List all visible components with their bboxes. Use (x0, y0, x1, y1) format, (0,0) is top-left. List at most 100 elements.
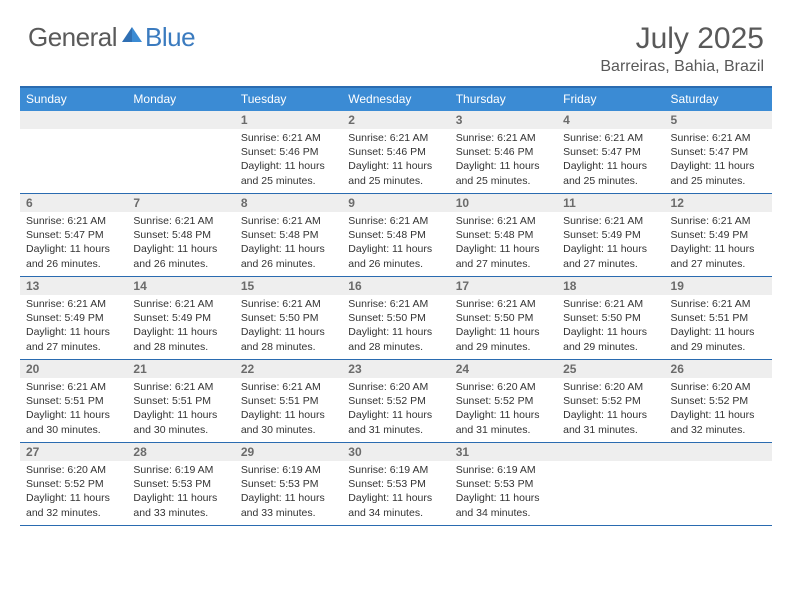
week-row: 27 Sunrise: 6:20 AMSunset: 5:52 PMDayligh… (20, 443, 772, 526)
day-line: Sunset: 5:51 PM (241, 394, 338, 408)
title-block: July 2025 Barreiras, Bahia, Brazil (600, 22, 764, 76)
day-line: Sunset: 5:46 PM (241, 145, 338, 159)
day-line: Sunrise: 6:19 AM (241, 463, 338, 477)
day-cell: 15Sunrise: 6:21 AMSunset: 5:50 PMDayligh… (235, 277, 342, 359)
day-body (127, 129, 234, 189)
day-body: Sunrise: 6:21 AMSunset: 5:49 PMDaylight:… (557, 212, 664, 275)
day-line: Daylight: 11 hours and 26 minutes. (26, 242, 123, 270)
day-number: 3 (450, 113, 463, 127)
day-body: Sunrise: 6:20 AMSunset: 5:52 PMDaylight:… (20, 461, 127, 524)
day-line: Daylight: 11 hours and 25 minutes. (241, 159, 338, 187)
day-line: Sunset: 5:47 PM (26, 228, 123, 242)
day-number: 26 (665, 362, 684, 376)
day-number: 17 (450, 279, 469, 293)
day-cell (127, 111, 234, 193)
day-line: Sunset: 5:52 PM (348, 394, 445, 408)
day-number-row (20, 111, 127, 129)
day-number: 1 (235, 113, 248, 127)
day-cell: 24Sunrise: 6:20 AMSunset: 5:52 PMDayligh… (450, 360, 557, 442)
day-number: 31 (450, 445, 469, 459)
day-body (20, 129, 127, 189)
day-number-row: 23 (342, 360, 449, 378)
day-line: Sunset: 5:52 PM (456, 394, 553, 408)
day-body: Sunrise: 6:21 AMSunset: 5:46 PMDaylight:… (342, 129, 449, 192)
day-cell: 4Sunrise: 6:21 AMSunset: 5:47 PMDaylight… (557, 111, 664, 193)
day-line: Sunrise: 6:21 AM (456, 214, 553, 228)
day-line: Daylight: 11 hours and 30 minutes. (26, 408, 123, 436)
day-line: Sunrise: 6:21 AM (563, 214, 660, 228)
day-number: 23 (342, 362, 361, 376)
day-number-row: 12 (665, 194, 772, 212)
day-line: Sunrise: 6:21 AM (671, 214, 768, 228)
day-body: Sunrise: 6:19 AMSunset: 5:53 PMDaylight:… (342, 461, 449, 524)
day-header: Tuesday (235, 88, 342, 111)
calendar-grid: SundayMondayTuesdayWednesdayThursdayFrid… (20, 86, 772, 526)
day-number-row: 24 (450, 360, 557, 378)
day-number-row: 8 (235, 194, 342, 212)
day-cell: 30 Sunrise: 6:19 AMSunset: 5:53 PMDayligh… (342, 443, 449, 525)
day-body: Sunrise: 6:19 AMSunset: 5:53 PMDaylight:… (235, 461, 342, 524)
day-body: Sunrise: 6:21 AMSunset: 5:47 PMDaylight:… (665, 129, 772, 192)
day-header: Sunday (20, 88, 127, 111)
day-number: 28 (127, 445, 146, 459)
day-number-row: 16 (342, 277, 449, 295)
day-cell: 29 Sunrise: 6:19 AMSunset: 5:53 PMDayligh… (235, 443, 342, 525)
day-line: Daylight: 11 hours and 33 minutes. (133, 491, 230, 519)
day-body: Sunrise: 6:21 AMSunset: 5:51 PMDaylight:… (127, 378, 234, 441)
day-line: Sunrise: 6:21 AM (348, 297, 445, 311)
day-body: Sunrise: 6:21 AMSunset: 5:50 PMDaylight:… (450, 295, 557, 358)
day-body: Sunrise: 6:21 AMSunset: 5:50 PMDaylight:… (235, 295, 342, 358)
day-body: Sunrise: 6:21 AMSunset: 5:47 PMDaylight:… (557, 129, 664, 192)
day-cell: 23Sunrise: 6:20 AMSunset: 5:52 PMDayligh… (342, 360, 449, 442)
day-body: Sunrise: 6:21 AMSunset: 5:48 PMDaylight:… (127, 212, 234, 275)
day-body: Sunrise: 6:21 AMSunset: 5:49 PMDaylight:… (665, 212, 772, 275)
day-line: Sunset: 5:46 PM (456, 145, 553, 159)
day-line: Sunset: 5:53 PM (241, 477, 338, 491)
day-cell (557, 443, 664, 525)
day-cell: 11Sunrise: 6:21 AMSunset: 5:49 PMDayligh… (557, 194, 664, 276)
day-number-row: 18 (557, 277, 664, 295)
day-line: Daylight: 11 hours and 27 minutes. (563, 242, 660, 270)
day-line: Daylight: 11 hours and 26 minutes. (348, 242, 445, 270)
day-line: Daylight: 11 hours and 28 minutes. (133, 325, 230, 353)
weeks-container: 1Sunrise: 6:21 AMSunset: 5:46 PMDaylight… (20, 111, 772, 526)
day-line: Sunrise: 6:20 AM (26, 463, 123, 477)
day-cell: 17 Sunrise: 6:21 AMSunset: 5:50 PMDayligh… (450, 277, 557, 359)
day-line: Sunrise: 6:21 AM (26, 214, 123, 228)
day-line: Daylight: 11 hours and 29 minutes. (563, 325, 660, 353)
day-line: Daylight: 11 hours and 29 minutes. (456, 325, 553, 353)
day-number: 2 (342, 113, 355, 127)
day-number: 30 (342, 445, 361, 459)
day-line: Sunset: 5:53 PM (348, 477, 445, 491)
day-line: Sunset: 5:51 PM (26, 394, 123, 408)
day-number: 21 (127, 362, 146, 376)
day-cell: 8Sunrise: 6:21 AMSunset: 5:48 PMDaylight… (235, 194, 342, 276)
day-cell: 18Sunrise: 6:21 AMSunset: 5:50 PMDayligh… (557, 277, 664, 359)
day-line: Sunset: 5:46 PM (348, 145, 445, 159)
day-number-row: 6 (20, 194, 127, 212)
day-number: 19 (665, 279, 684, 293)
day-body: Sunrise: 6:21 AMSunset: 5:48 PMDaylight:… (342, 212, 449, 275)
day-number: 29 (235, 445, 254, 459)
day-number-row: 25 (557, 360, 664, 378)
day-line: Sunrise: 6:21 AM (133, 214, 230, 228)
day-header: Monday (127, 88, 234, 111)
day-line: Sunset: 5:50 PM (348, 311, 445, 325)
day-line: Sunrise: 6:21 AM (563, 131, 660, 145)
day-line: Daylight: 11 hours and 33 minutes. (241, 491, 338, 519)
day-number: 7 (127, 196, 140, 210)
day-line: Daylight: 11 hours and 27 minutes. (671, 242, 768, 270)
day-cell: 1Sunrise: 6:21 AMSunset: 5:46 PMDaylight… (235, 111, 342, 193)
day-line: Sunset: 5:51 PM (133, 394, 230, 408)
day-cell: 2 Sunrise: 6:21 AMSunset: 5:46 PMDaylight… (342, 111, 449, 193)
day-body: Sunrise: 6:21 AMSunset: 5:51 PMDaylight:… (665, 295, 772, 358)
day-line: Daylight: 11 hours and 25 minutes. (348, 159, 445, 187)
day-number: 27 (20, 445, 39, 459)
day-header: Friday (557, 88, 664, 111)
day-number-row: 10 (450, 194, 557, 212)
day-number: 9 (342, 196, 355, 210)
day-number-row: 17 (450, 277, 557, 295)
day-cell: 12Sunrise: 6:21 AMSunset: 5:49 PMDayligh… (665, 194, 772, 276)
day-cell: 22Sunrise: 6:21 AMSunset: 5:51 PMDayligh… (235, 360, 342, 442)
day-number: 25 (557, 362, 576, 376)
